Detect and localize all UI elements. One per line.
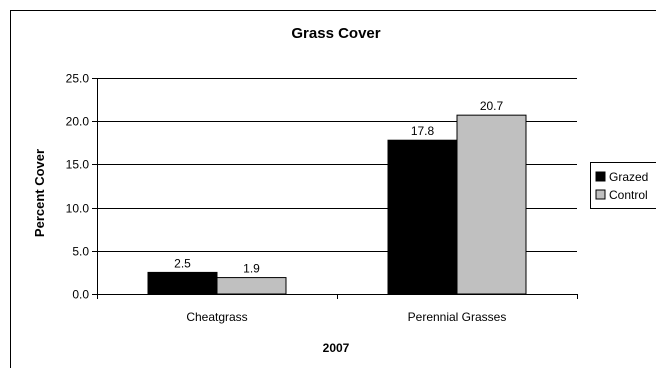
chart-border [11, 11, 656, 369]
bar [217, 278, 286, 294]
data-label: 20.7 [480, 99, 504, 113]
legend-label: Control [609, 188, 648, 202]
legend-label: Grazed [609, 170, 648, 184]
y-tick-label: 25.0 [66, 72, 90, 86]
data-label: 17.8 [411, 124, 435, 138]
y-axis-label: Percent Cover [32, 149, 47, 237]
x-tick-label: Cheatgrass [186, 310, 247, 324]
y-tick-label: 10.0 [66, 202, 90, 216]
y-tick-label: 0.0 [72, 288, 89, 302]
bar [388, 140, 457, 294]
data-label: 2.5 [174, 256, 191, 270]
y-tick-label: 20.0 [66, 115, 90, 129]
data-label: 1.9 [243, 262, 260, 276]
legend: Grazed Control [591, 163, 656, 209]
legend-swatch [596, 172, 605, 181]
y-tick-label: 5.0 [72, 245, 89, 259]
legend-swatch [596, 190, 605, 199]
x-axis-label: 2007 [323, 341, 350, 355]
chart-title: Grass Cover [291, 25, 380, 42]
x-tick-label: Perennial Grasses [408, 310, 507, 324]
y-tick-label: 15.0 [66, 158, 90, 172]
bar [457, 115, 526, 294]
bar [148, 272, 217, 294]
